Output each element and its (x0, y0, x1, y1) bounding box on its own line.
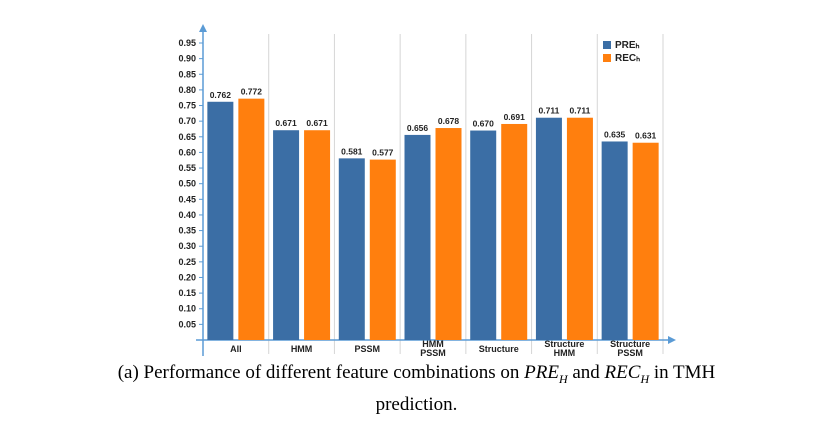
data-label: 0.635 (604, 129, 626, 139)
y-tick-label: 0.55 (178, 163, 196, 173)
data-label: 0.772 (241, 87, 263, 97)
caption-prefix: (a) Performance of different feature com… (117, 362, 525, 383)
y-tick-label: 0.90 (178, 54, 196, 64)
y-tick-label: 0.25 (178, 257, 196, 267)
y-tick-label: 0.85 (178, 69, 196, 79)
y-tick-label: 0.20 (178, 272, 196, 282)
bar-pre (207, 101, 234, 340)
x-axis-arrow (668, 336, 676, 344)
category-label: PSSM (617, 348, 643, 358)
data-label: 0.581 (341, 146, 363, 156)
legend-entry: RECₕ (615, 53, 640, 64)
legend: PREₕ RECₕ (603, 40, 640, 64)
category-label: All (230, 344, 242, 354)
data-label: 0.670 (473, 119, 495, 129)
legend-swatch (603, 41, 611, 49)
bar-pre (404, 134, 431, 340)
y-tick-label: 0.75 (178, 101, 196, 111)
y-tick-label: 0.35 (178, 226, 196, 236)
y-tick-label: 0.15 (178, 288, 196, 298)
caption-rec-symbol: RECH (604, 362, 650, 386)
y-tick-label: 0.50 (178, 179, 196, 189)
bar-pre (601, 141, 628, 340)
category-label: PSSM (355, 344, 381, 354)
y-tick-label: 0.45 (178, 194, 196, 204)
category-label: Structure (479, 344, 519, 354)
y-tick-label: 0.30 (178, 241, 196, 251)
y-tick-label: 0.70 (178, 116, 196, 126)
bar-pre (470, 130, 497, 340)
data-label: 0.711 (570, 106, 591, 116)
bar-rec (501, 123, 528, 340)
y-tick-label: 0.60 (178, 147, 196, 157)
bar-rec (369, 159, 396, 340)
category-label: HMM (291, 344, 313, 354)
caption-and: and (567, 362, 605, 383)
bar-pre (273, 130, 300, 340)
y-tick-label: 0.05 (178, 319, 196, 329)
bar-rec (632, 142, 659, 340)
y-tick-labels: 0.05 0.10 0.15 0.20 0.25 0.30 0.35 0.40 0.45 0.50… (178, 38, 196, 329)
bar-rec (238, 98, 265, 340)
grid-lines (202, 34, 664, 354)
data-label: 0.656 (407, 123, 429, 133)
legend-swatch (603, 54, 611, 62)
caption-suffix: in TMH (649, 362, 716, 383)
bar-pre (338, 158, 365, 340)
bar-rec (304, 130, 331, 340)
category-label: HMM (554, 348, 576, 358)
bars (207, 98, 659, 340)
category-label: HMM (422, 339, 444, 349)
y-tick-label: 0.65 (178, 132, 196, 142)
bar-rec (435, 128, 462, 340)
y-tick-label: 0.95 (178, 38, 196, 48)
data-label: 0.762 (210, 90, 232, 100)
data-label: 0.691 (504, 112, 526, 122)
category-label: PSSM (420, 348, 446, 358)
data-label: 0.577 (372, 148, 394, 158)
legend-entry: PREₕ (615, 40, 640, 51)
data-label: 0.631 (635, 131, 657, 141)
y-tick-label: 0.10 (178, 304, 196, 314)
caption-line2: prediction. (375, 393, 458, 415)
y-tick-label: 0.80 (178, 85, 196, 95)
caption-pre-symbol: PREH (524, 362, 568, 386)
data-labels: 0.762 0.772 0.671 0.671 0.581 0.577 0.656 0.678… (210, 87, 657, 158)
data-label: 0.671 (306, 118, 328, 128)
figure-caption: (a) Performance of different feature com… (0, 360, 833, 418)
data-label: 0.711 (539, 106, 560, 116)
y-axis-arrow (199, 24, 207, 32)
bar-pre (535, 117, 562, 340)
category-label: Structure (610, 339, 650, 349)
y-tick-label: 0.40 (178, 210, 196, 220)
bar-chart: 0.762 0.772 0.671 0.671 0.581 0.577 0.656 0.678… (178, 24, 676, 358)
category-label: Structure (544, 339, 584, 349)
data-label: 0.678 (438, 116, 460, 126)
data-label: 0.671 (275, 118, 297, 128)
bar-rec (566, 117, 593, 340)
